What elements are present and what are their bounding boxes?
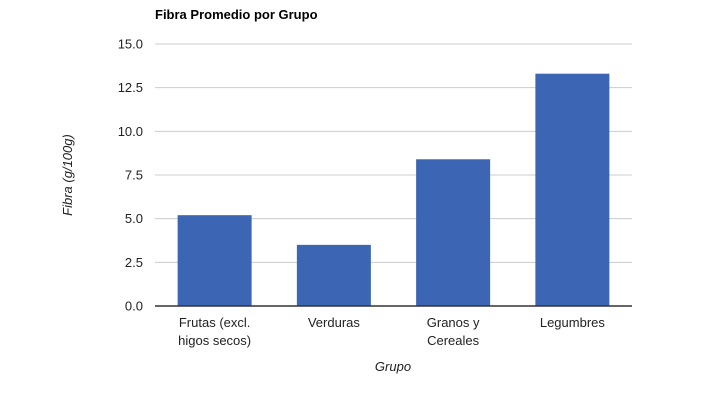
y-tick-label: 7.5 [125, 168, 143, 183]
x-tick-label: Granos y Cereales [427, 315, 480, 348]
y-tick-label: 15.0 [118, 37, 143, 52]
chart-title: Fibra Promedio por Grupo [155, 7, 318, 22]
x-tick-label: Frutas (excl. higos secos) [178, 315, 251, 348]
x-tick-label: Verduras [308, 315, 361, 330]
y-tick-label: 10.0 [118, 124, 143, 139]
y-tick-labels: 0.0 2.5 5.0 7.5 10.0 12.5 15.0 [118, 37, 143, 314]
x-tick-label: Legumbres [540, 315, 606, 330]
x-tick-labels: Frutas (excl. higos secos) Verduras Granos … [178, 315, 605, 348]
y-axis-title: Fibra (g/100g) [60, 134, 75, 216]
bars [177, 73, 610, 307]
bar [416, 159, 491, 306]
bar [296, 244, 371, 306]
bar [535, 73, 610, 307]
y-tick-label: 0.0 [125, 299, 143, 314]
bar [177, 215, 252, 306]
y-tick-label: 2.5 [125, 255, 143, 270]
y-tick-label: 5.0 [125, 211, 143, 226]
y-tick-label: 12.5 [118, 80, 143, 95]
x-axis-title: Grupo [375, 359, 411, 374]
